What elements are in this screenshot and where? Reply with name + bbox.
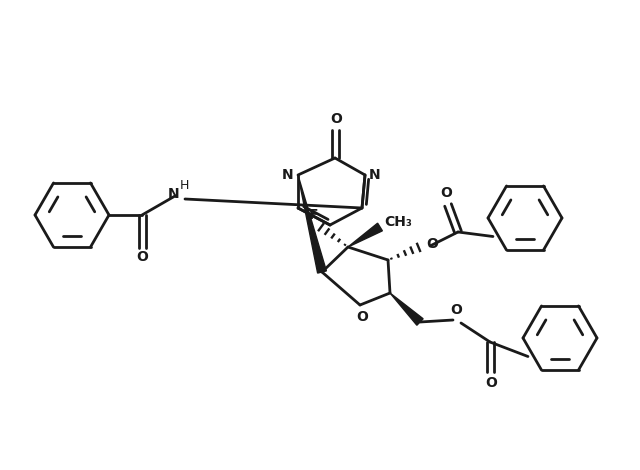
Text: F: F — [308, 208, 317, 222]
Text: N: N — [369, 168, 381, 182]
Text: CH₃: CH₃ — [384, 215, 412, 229]
Polygon shape — [390, 293, 423, 325]
Text: O: O — [330, 112, 342, 126]
Text: H: H — [179, 179, 189, 191]
Polygon shape — [298, 175, 326, 273]
Text: N: N — [282, 168, 294, 182]
Text: O: O — [136, 250, 148, 264]
Text: O: O — [485, 376, 497, 390]
Text: N: N — [168, 187, 180, 201]
Polygon shape — [348, 223, 382, 247]
Text: O: O — [356, 310, 368, 324]
Text: O: O — [426, 237, 438, 251]
Text: O: O — [440, 186, 452, 200]
Text: O: O — [450, 303, 462, 317]
